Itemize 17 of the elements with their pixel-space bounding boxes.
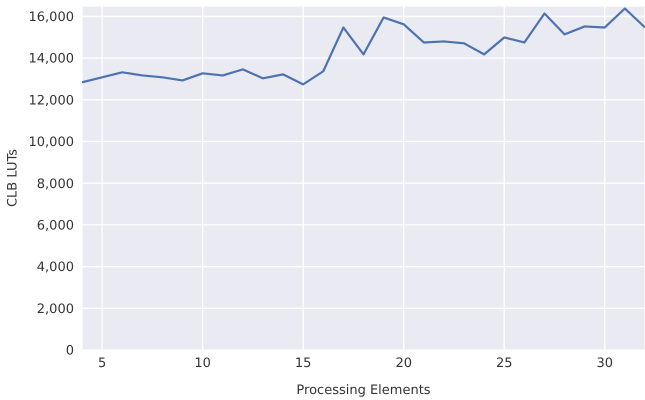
y-tick-label: 14,000 bbox=[28, 52, 74, 67]
x-tick-label: 15 bbox=[294, 356, 312, 372]
x-tick-label: 25 bbox=[496, 356, 513, 372]
y-tick-label: 6,000 bbox=[36, 218, 74, 234]
y-tick-label: 2,000 bbox=[36, 302, 74, 317]
y-tick-label: 8,000 bbox=[36, 176, 74, 192]
y-axis-title: CLB LUTs bbox=[6, 148, 21, 208]
y-tick-label: 4,000 bbox=[36, 260, 74, 276]
x-axis-title: Processing Elements bbox=[296, 383, 431, 398]
y-tick-label: 0 bbox=[66, 344, 74, 359]
x-tick-label: 5 bbox=[98, 356, 106, 372]
y-tick-label: 16,000 bbox=[28, 10, 74, 26]
y-tick-label: 10,000 bbox=[28, 135, 74, 150]
x-tick-label: 20 bbox=[395, 356, 412, 372]
x-tick-label: 30 bbox=[596, 356, 614, 372]
x-tick-label: 10 bbox=[194, 356, 211, 372]
y-tick-label: 12,000 bbox=[28, 93, 74, 108]
